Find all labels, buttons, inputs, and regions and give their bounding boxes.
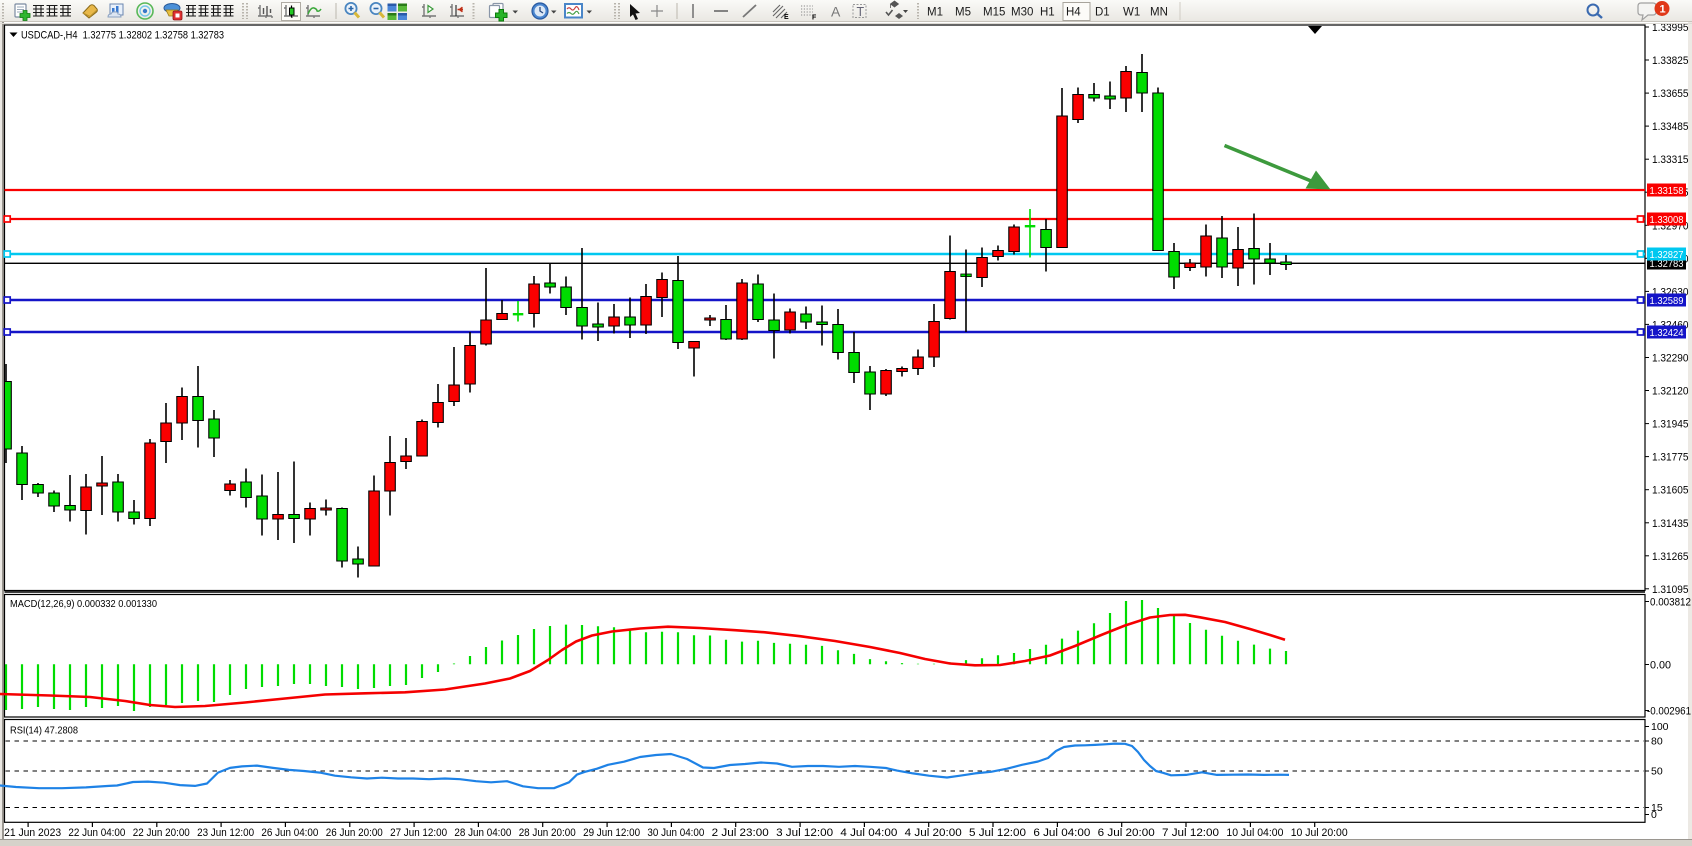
svg-text:26 Jun 04:00: 26 Jun 04:00 bbox=[261, 827, 318, 839]
svg-text:1.33008: 1.33008 bbox=[1650, 215, 1684, 226]
svg-text:4 Jul 20:00: 4 Jul 20:00 bbox=[905, 827, 962, 839]
svg-text:E: E bbox=[784, 14, 789, 21]
svg-text:21 Jun 2023: 21 Jun 2023 bbox=[4, 827, 61, 839]
svg-text:27 Jun 12:00: 27 Jun 12:00 bbox=[390, 827, 447, 839]
svg-text:4 Jul 04:00: 4 Jul 04:00 bbox=[840, 827, 897, 839]
svg-text:M1: M1 bbox=[927, 7, 943, 19]
svg-text:1.31265: 1.31265 bbox=[1652, 551, 1689, 563]
svg-text:A: A bbox=[831, 4, 841, 20]
svg-text:29 Jun 12:00: 29 Jun 12:00 bbox=[583, 827, 640, 839]
svg-text:23 Jun 12:00: 23 Jun 12:00 bbox=[197, 827, 254, 839]
svg-text:1.33315: 1.33315 bbox=[1652, 154, 1689, 166]
svg-text:1.31945: 1.31945 bbox=[1652, 419, 1689, 431]
svg-text:1.32424: 1.32424 bbox=[1650, 328, 1684, 339]
svg-text:22 Jun 20:00: 22 Jun 20:00 bbox=[133, 827, 190, 839]
svg-text:1.33158: 1.33158 bbox=[1650, 186, 1684, 197]
svg-text:H1: H1 bbox=[1040, 7, 1055, 19]
svg-text:22 Jun 04:00: 22 Jun 04:00 bbox=[68, 827, 125, 839]
svg-text:5 Jul 12:00: 5 Jul 12:00 bbox=[969, 827, 1026, 839]
svg-text:1.31775: 1.31775 bbox=[1652, 452, 1689, 464]
svg-text:-0.002961: -0.002961 bbox=[1647, 706, 1691, 718]
svg-text:30 Jun 04:00: 30 Jun 04:00 bbox=[647, 827, 704, 839]
svg-text:10 Jul 20:00: 10 Jul 20:00 bbox=[1291, 827, 1348, 839]
svg-text:50: 50 bbox=[1651, 766, 1663, 778]
svg-text:W1: W1 bbox=[1123, 7, 1140, 19]
svg-text:1.31605: 1.31605 bbox=[1652, 485, 1689, 497]
svg-text:1.32290: 1.32290 bbox=[1652, 353, 1689, 365]
svg-text:0.00: 0.00 bbox=[1650, 660, 1671, 672]
svg-text:MN: MN bbox=[1150, 7, 1168, 19]
svg-text:80: 80 bbox=[1651, 736, 1663, 748]
svg-text:26 Jun 20:00: 26 Jun 20:00 bbox=[326, 827, 383, 839]
svg-text:2 Jul 23:00: 2 Jul 23:00 bbox=[712, 827, 769, 839]
svg-text:0: 0 bbox=[1651, 809, 1657, 821]
svg-text:1.32827: 1.32827 bbox=[1650, 250, 1684, 261]
svg-text:10 Jul 04:00: 10 Jul 04:00 bbox=[1226, 827, 1283, 839]
svg-text:28 Jun 20:00: 28 Jun 20:00 bbox=[519, 827, 576, 839]
svg-text:H4: H4 bbox=[1066, 7, 1081, 19]
svg-text:1.31435: 1.31435 bbox=[1652, 518, 1689, 530]
svg-text:D1: D1 bbox=[1095, 7, 1110, 19]
svg-text:M30: M30 bbox=[1011, 7, 1033, 19]
svg-text:1.31095: 1.31095 bbox=[1652, 584, 1689, 596]
svg-text:RSI(14) 47.2808: RSI(14) 47.2808 bbox=[10, 725, 78, 737]
svg-text:6 Jul 04:00: 6 Jul 04:00 bbox=[1033, 827, 1090, 839]
svg-text:1.32120: 1.32120 bbox=[1652, 386, 1689, 398]
svg-text:1.33485: 1.33485 bbox=[1652, 121, 1689, 133]
svg-text:T: T bbox=[857, 5, 865, 19]
svg-text:15: 15 bbox=[1651, 802, 1663, 814]
svg-text:28 Jun 04:00: 28 Jun 04:00 bbox=[454, 827, 511, 839]
svg-text:1.33655: 1.33655 bbox=[1652, 88, 1689, 100]
svg-text:1.33995: 1.33995 bbox=[1652, 22, 1689, 34]
svg-text:0.003812: 0.003812 bbox=[1650, 597, 1691, 609]
svg-text:1.32589: 1.32589 bbox=[1650, 296, 1684, 307]
svg-text:100: 100 bbox=[1651, 721, 1669, 733]
svg-text:3 Jul 12:00: 3 Jul 12:00 bbox=[776, 827, 833, 839]
svg-text:6 Jul 20:00: 6 Jul 20:00 bbox=[1098, 827, 1155, 839]
svg-text:M5: M5 bbox=[955, 7, 971, 19]
svg-text:MACD(12,26,9) 0.000332 0.00133: MACD(12,26,9) 0.000332 0.001330 bbox=[10, 598, 157, 610]
svg-text:1.32783: 1.32783 bbox=[1650, 259, 1684, 270]
svg-text:USDCAD-,H4 1.32775 1.32802 1.: USDCAD-,H4 1.32775 1.32802 1.32758 1.327… bbox=[21, 30, 224, 42]
svg-text:M15: M15 bbox=[983, 7, 1005, 19]
svg-text:1.33825: 1.33825 bbox=[1652, 55, 1689, 67]
svg-text:7 Jul 12:00: 7 Jul 12:00 bbox=[1162, 827, 1219, 839]
svg-text:1: 1 bbox=[1660, 4, 1666, 16]
svg-text:F: F bbox=[812, 15, 817, 22]
